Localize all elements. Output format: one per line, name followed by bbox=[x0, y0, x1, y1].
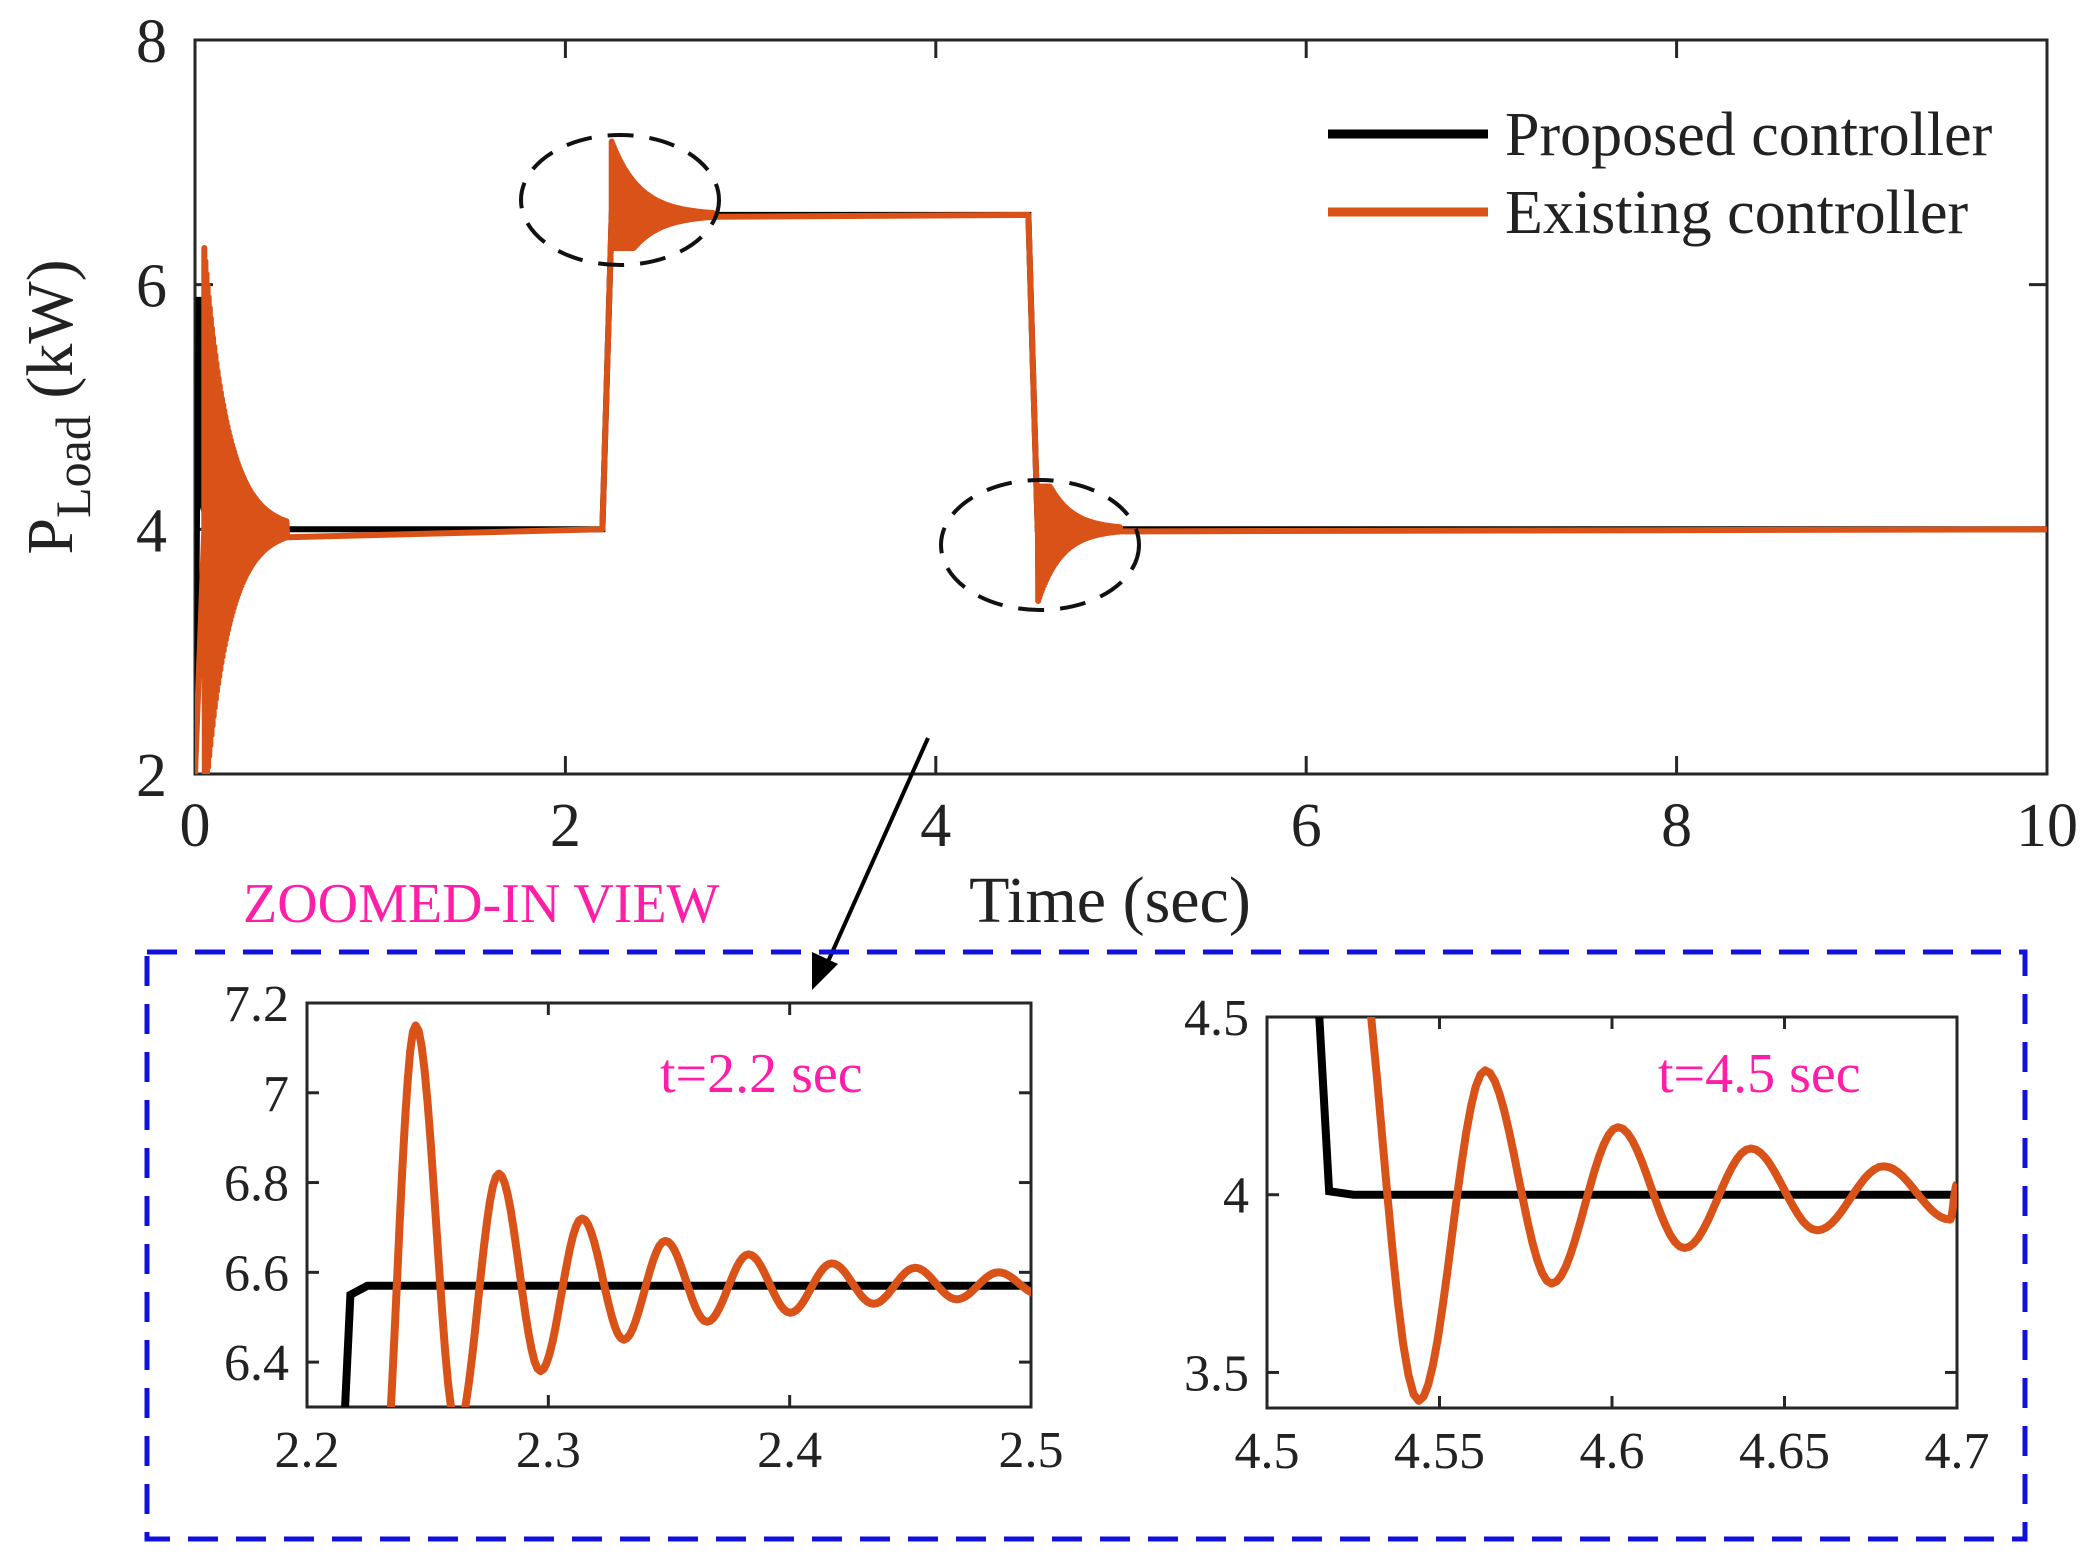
zoom-arrow bbox=[812, 737, 930, 990]
y-tick-label: 4.5 bbox=[1184, 990, 1249, 1047]
x-tick-label: 2.4 bbox=[757, 1422, 822, 1479]
zoom2-chart: 4.5 4.55 4.6 4.65 4.7 3.5 4 4.5 t=4.5 sec bbox=[1184, 990, 1990, 1480]
main-lines bbox=[195, 138, 2047, 774]
zoom2-lines bbox=[1315, 1017, 1957, 1405]
y-tick-label: 4 bbox=[136, 497, 167, 565]
zoom1-line-existing bbox=[386, 1021, 1031, 1407]
y-tick-label: 3.5 bbox=[1184, 1345, 1249, 1402]
y-tick-label: 8 bbox=[136, 8, 167, 76]
x-tick-label: 4.5 bbox=[1235, 1423, 1300, 1480]
x-tick-label: 4.7 bbox=[1925, 1423, 1990, 1480]
x-tick-label: 8 bbox=[1661, 792, 1692, 860]
y-tick-label: 6.8 bbox=[224, 1156, 289, 1213]
y-axis-label-unit: (kW) bbox=[14, 259, 87, 415]
y-tick-label: 4 bbox=[1223, 1168, 1249, 1225]
legend-label-existing: Existing controller bbox=[1505, 179, 1969, 247]
y-tick-label: 6.6 bbox=[224, 1245, 289, 1302]
x-tick-label: 4.65 bbox=[1739, 1423, 1830, 1480]
x-tick-label: 4.55 bbox=[1394, 1423, 1485, 1480]
zoom1-annotation: t=2.2 sec bbox=[660, 1043, 863, 1105]
x-tick-label: 0 bbox=[180, 792, 211, 860]
y-axis-label-main: P bbox=[14, 518, 87, 555]
y-tick-label: 6.4 bbox=[224, 1335, 289, 1392]
main-line-existing bbox=[195, 138, 2047, 774]
zoom1-line-proposed bbox=[341, 1281, 1031, 1407]
zoom-view-box bbox=[144, 949, 2028, 1542]
zoom2-ticks bbox=[1265, 1015, 1959, 1408]
zoom1-tick-labels: 2.2 2.3 2.4 2.5 6.4 6.6 6.8 7 7.2 bbox=[224, 976, 1064, 1479]
zoom-view-title: ZOOMED-IN VIEW bbox=[243, 873, 720, 935]
y-axis-label: PLoad (kW) bbox=[14, 259, 101, 554]
x-tick-label: 2 bbox=[550, 792, 581, 860]
x-tick-label: 4.6 bbox=[1580, 1423, 1645, 1480]
zoom2-annotation: t=4.5 sec bbox=[1658, 1043, 1861, 1105]
zoom2-tick-labels: 4.5 4.55 4.6 4.65 4.7 3.5 4 4.5 bbox=[1184, 990, 1990, 1480]
zoom2-line-existing bbox=[1367, 1017, 1957, 1405]
zoom-arrow-head bbox=[812, 952, 838, 990]
zoom1-lines bbox=[341, 1021, 1031, 1407]
zoom1-ticks bbox=[305, 1001, 1033, 1407]
zoom-arrow-shaft bbox=[820, 737, 930, 976]
x-tick-label: 6 bbox=[1291, 792, 1322, 860]
y-tick-label: 2 bbox=[136, 742, 167, 810]
y-axis-label-sub: Load bbox=[45, 415, 101, 518]
y-tick-label: 7.2 bbox=[224, 976, 289, 1033]
legend: Proposed controller Existing controller bbox=[1328, 101, 1993, 247]
y-tick-label: 6 bbox=[136, 253, 167, 321]
x-tick-label: 10 bbox=[2016, 792, 2078, 860]
x-axis-label: Time (sec) bbox=[969, 864, 1251, 937]
zoom1-chart: 2.2 2.3 2.4 2.5 6.4 6.6 6.8 7 7.2 t=2.2 sec bbox=[224, 976, 1064, 1479]
y-tick-label: 7 bbox=[263, 1066, 289, 1123]
undershoot-ellipse-4-5 bbox=[939, 478, 1141, 612]
x-tick-label: 2.2 bbox=[275, 1422, 340, 1479]
overshoot-ellipse-2-2 bbox=[519, 133, 721, 267]
legend-label-proposed: Proposed controller bbox=[1505, 101, 1993, 169]
main-axes-box bbox=[193, 38, 2049, 776]
x-tick-label: 4 bbox=[920, 792, 951, 860]
x-tick-label: 2.5 bbox=[999, 1422, 1064, 1479]
x-tick-label: 2.3 bbox=[516, 1422, 581, 1479]
zoom1-axes-box bbox=[305, 1001, 1033, 1409]
main-plot-area bbox=[193, 38, 2049, 776]
